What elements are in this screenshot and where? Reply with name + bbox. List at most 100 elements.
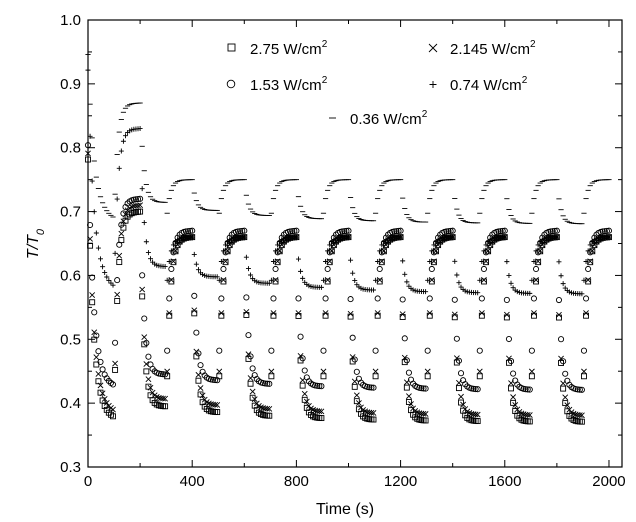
data-point-circle [503, 296, 510, 303]
data-point-x [512, 402, 519, 408]
data-point-square [139, 293, 146, 300]
data-point-square [326, 259, 333, 266]
data-point-x [420, 410, 427, 417]
data-point-circle [118, 221, 125, 228]
data-point-circle [114, 277, 121, 284]
data-point-circle [264, 380, 271, 387]
data-point-x [97, 382, 104, 389]
data-point-x [564, 402, 571, 409]
data-point-plus [320, 277, 326, 283]
data-point-circle [301, 367, 308, 374]
data-point-circle [197, 362, 204, 369]
data-point-circle [143, 339, 150, 346]
data-point-square [374, 312, 381, 319]
y-tick-label: 1.0 [60, 12, 81, 29]
data-point-circle [451, 296, 458, 303]
data-point-circle [426, 295, 433, 302]
data-point-square [428, 278, 435, 285]
data-point-circle [191, 292, 198, 299]
data-point-plus [106, 277, 112, 283]
x-tick-label: 1200 [384, 473, 417, 490]
legend-entry-1-53: 1.53 W/cm2 [226, 75, 328, 94]
data-point-circle [428, 265, 435, 273]
data-point-x [135, 202, 141, 209]
data-point-x [378, 258, 385, 265]
data-point-square [376, 278, 383, 285]
data-point-plus [162, 263, 168, 269]
data-point-plus [241, 234, 247, 240]
legend-marker-square-icon [227, 43, 236, 52]
data-point-square [162, 403, 169, 410]
data-point-square [270, 312, 277, 319]
data-point-square [268, 373, 275, 380]
data-point-square [349, 358, 356, 365]
data-point-circle [291, 227, 298, 235]
data-point-circle [447, 227, 454, 235]
data-point-x [301, 390, 308, 397]
data-point-circle [376, 265, 383, 273]
data-point-plus [581, 277, 587, 283]
data-point-circle [243, 294, 250, 301]
data-point-square [114, 298, 121, 304]
data-point-x [458, 393, 464, 400]
data-point-circle [345, 227, 352, 234]
data-point-x [295, 310, 302, 316]
data-point-plus [483, 242, 489, 248]
data-point-plus [95, 245, 101, 251]
data-point-x [222, 258, 229, 265]
data-point-square [508, 385, 514, 392]
data-point-circle [405, 369, 412, 376]
legend-entry-0-36: 0.36 W/cm2 [329, 109, 428, 128]
data-point-plus [245, 266, 251, 272]
data-point-circle [189, 227, 196, 234]
data-point-x [320, 368, 327, 375]
data-point-plus [189, 234, 195, 240]
data-point-square [510, 399, 517, 406]
data-point-circle [297, 333, 304, 340]
legend-label-1-53-sup: 2 [322, 75, 328, 86]
data-point-circle [445, 228, 452, 235]
data-point-square [222, 259, 229, 266]
data-point-square [478, 312, 485, 319]
data-point-circle [209, 376, 217, 383]
data-point-x [510, 394, 517, 401]
data-point-plus [506, 272, 512, 278]
data-point-x [474, 411, 481, 418]
data-point-plus [554, 234, 560, 240]
data-point-circle [535, 249, 542, 256]
data-point-plus [300, 275, 306, 281]
data-point-square [560, 385, 567, 392]
data-point-square [581, 373, 587, 380]
data-point-circle [585, 265, 592, 273]
data-point-circle [449, 227, 456, 234]
data-point-x [324, 277, 331, 283]
data-point-square [424, 373, 431, 380]
data-point-circle [599, 228, 606, 235]
data-point-x [472, 411, 479, 418]
data-point-circle [453, 335, 460, 342]
data-point-plus [112, 250, 118, 256]
series-plus [85, 67, 612, 297]
data-point-circle [378, 249, 385, 256]
data-point-square [93, 361, 100, 368]
data-point-square [455, 385, 462, 392]
data-point-circle [587, 249, 594, 256]
data-point-x [562, 394, 569, 401]
data-point-plus [502, 234, 508, 240]
data-point-circle [137, 195, 144, 202]
y-tick-label: 0.7 [60, 204, 81, 221]
data-point-circle [299, 355, 306, 362]
data-point-plus [400, 258, 406, 264]
data-point-circle [130, 196, 137, 203]
legend-label-0-74-sup: 2 [522, 75, 528, 86]
data-point-square [218, 312, 225, 319]
data-point-plus [275, 242, 281, 248]
data-point-circle [320, 347, 327, 354]
data-point-square [426, 312, 433, 319]
data-point-circle [349, 334, 356, 341]
data-point-circle [374, 295, 381, 302]
data-point-x [212, 401, 219, 408]
data-point-x [528, 368, 535, 375]
svg-text:T/T0: T/T0 [25, 228, 47, 259]
data-point-circle [557, 336, 565, 343]
